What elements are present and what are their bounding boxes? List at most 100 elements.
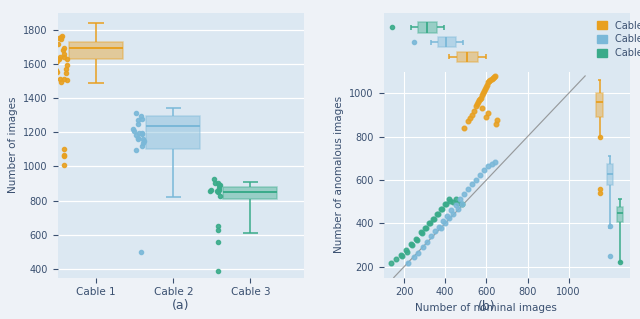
- Point: [136, 114, 146, 119]
- Point: [481, 84, 492, 89]
- Point: [56, 79, 66, 84]
- Point: [59, 162, 69, 167]
- Point: [212, 188, 222, 193]
- Point: [429, 216, 439, 221]
- Point: [62, 77, 72, 82]
- Point: [213, 239, 223, 244]
- Point: [54, 36, 64, 41]
- Bar: [147, 116, 200, 149]
- Point: [451, 202, 461, 207]
- X-axis label: Number of nominal images: Number of nominal images: [415, 303, 557, 313]
- Point: [415, 229, 426, 234]
- Point: [428, 217, 438, 222]
- Point: [449, 199, 459, 204]
- Point: [420, 225, 430, 230]
- Point: [595, 134, 605, 139]
- Point: [137, 117, 147, 122]
- Point: [481, 115, 492, 120]
- Point: [62, 62, 72, 67]
- Point: [467, 112, 477, 117]
- Point: [595, 186, 605, 191]
- Point: [205, 188, 216, 193]
- Point: [479, 168, 490, 173]
- Point: [131, 147, 141, 152]
- Point: [436, 207, 446, 212]
- Point: [209, 176, 219, 182]
- Point: [55, 77, 65, 82]
- Point: [210, 180, 220, 185]
- Point: [60, 52, 70, 57]
- Point: [133, 122, 143, 127]
- Text: (a): (a): [172, 299, 190, 312]
- Point: [213, 224, 223, 229]
- Point: [59, 147, 69, 152]
- Point: [129, 129, 140, 134]
- Point: [214, 186, 224, 191]
- Point: [437, 206, 447, 211]
- Bar: [596, 93, 603, 117]
- Point: [59, 55, 69, 60]
- Point: [480, 86, 490, 92]
- Point: [483, 82, 493, 87]
- Point: [61, 70, 71, 75]
- Point: [137, 131, 147, 137]
- Point: [436, 225, 446, 230]
- Point: [488, 74, 499, 79]
- Point: [56, 35, 67, 40]
- Point: [213, 189, 223, 194]
- Point: [214, 183, 225, 188]
- Point: [58, 48, 68, 53]
- Point: [53, 42, 63, 47]
- Point: [486, 161, 497, 166]
- Point: [422, 239, 432, 244]
- Point: [467, 182, 477, 187]
- Point: [214, 182, 225, 188]
- Point: [62, 56, 72, 61]
- Point: [131, 132, 141, 137]
- Point: [134, 130, 144, 135]
- Bar: [607, 164, 613, 185]
- Point: [477, 106, 488, 111]
- Point: [432, 211, 442, 216]
- Point: [56, 33, 67, 39]
- Point: [417, 245, 428, 250]
- Point: [409, 40, 419, 45]
- Point: [441, 201, 451, 206]
- Point: [131, 110, 141, 115]
- Point: [406, 241, 417, 247]
- Point: [139, 139, 149, 144]
- Point: [433, 211, 443, 216]
- Point: [387, 25, 397, 30]
- Point: [412, 236, 422, 241]
- Point: [214, 194, 225, 199]
- Point: [51, 67, 61, 72]
- Point: [465, 116, 475, 121]
- Point: [486, 77, 497, 82]
- Point: [212, 181, 223, 186]
- Point: [214, 188, 224, 193]
- Point: [425, 221, 435, 226]
- Point: [213, 227, 223, 232]
- Point: [206, 187, 216, 192]
- Bar: [69, 42, 123, 59]
- Point: [595, 190, 605, 196]
- Point: [401, 248, 412, 253]
- Point: [488, 76, 498, 81]
- Point: [430, 228, 440, 234]
- Point: [413, 250, 424, 255]
- Point: [459, 191, 469, 197]
- Point: [59, 152, 69, 157]
- Point: [456, 201, 467, 206]
- Point: [478, 91, 488, 96]
- Point: [434, 224, 444, 229]
- Point: [59, 154, 69, 159]
- Bar: [617, 207, 623, 222]
- Point: [403, 261, 413, 266]
- Point: [54, 56, 64, 62]
- Point: [132, 118, 143, 123]
- Point: [452, 207, 463, 212]
- Point: [484, 79, 495, 84]
- Point: [474, 97, 484, 102]
- Y-axis label: Number of anomalous images: Number of anomalous images: [333, 96, 344, 253]
- Point: [463, 186, 473, 191]
